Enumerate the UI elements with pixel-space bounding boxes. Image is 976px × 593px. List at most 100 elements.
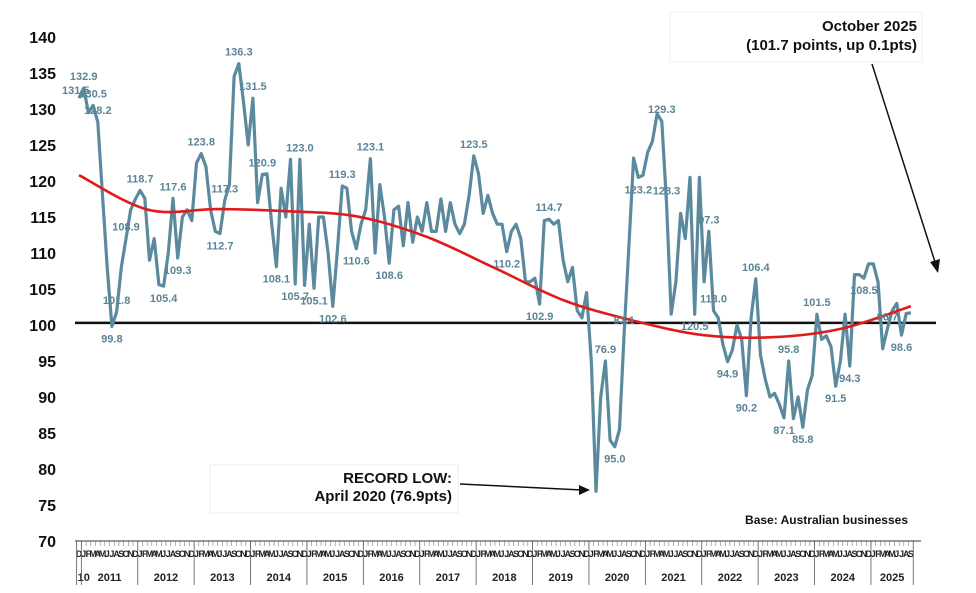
x-month-label: J [217, 549, 222, 559]
data-label: 120.9 [249, 158, 277, 170]
x-month-label: D [189, 549, 196, 559]
x-month-label: J [617, 549, 622, 559]
x-year-label: 2021 [661, 572, 685, 584]
x-month-label: J [561, 549, 566, 559]
x-month-label: J [279, 549, 284, 559]
x-month-label: M [381, 549, 389, 559]
x-month-label: O [686, 549, 693, 559]
x-month-label: M [89, 549, 97, 559]
x-month-label: S [400, 549, 406, 559]
data-label: 87.1 [773, 425, 794, 437]
x-month-label: J [307, 549, 312, 559]
record-low-line2: April 2020 (76.9pts) [314, 488, 452, 505]
x-month-label: J [105, 549, 110, 559]
x-month-label: F [875, 549, 881, 559]
x-month-label: A [790, 549, 797, 559]
data-label: 123.1 [357, 142, 385, 154]
latest-arrowhead [930, 259, 940, 273]
x-month-label: J [730, 549, 735, 559]
x-month-label: J [899, 549, 904, 559]
x-month-label: A [659, 549, 666, 559]
data-label: 106.4 [742, 262, 770, 274]
x-month-label: F [368, 549, 374, 559]
x-month-label: F [311, 549, 317, 559]
data-label: 90.2 [736, 403, 757, 415]
data-label: 120.5 [681, 321, 709, 333]
x-month-label: M [888, 549, 896, 559]
x-month-label: A [377, 549, 384, 559]
data-label: 108.9 [112, 222, 140, 234]
y-tick-label: 115 [30, 210, 56, 227]
x-month-label: M [823, 549, 831, 559]
x-month-label: M [710, 549, 718, 559]
x-month-label: A [734, 549, 741, 559]
x-month-label: J [786, 549, 791, 559]
x-month-label: J [391, 549, 396, 559]
x-month-label: M [550, 549, 558, 559]
x-month-label: A [884, 549, 891, 559]
y-tick-label: 100 [29, 318, 56, 335]
x-month-label: S [682, 549, 688, 559]
y-tick-label: 135 [29, 66, 56, 83]
x-month-label: D [696, 549, 703, 559]
x-month-label: M [202, 549, 210, 559]
x-month-label: M [437, 549, 445, 559]
x-month-label: J [109, 549, 114, 559]
data-label: 117.6 [160, 181, 187, 193]
data-label: 101.8 [103, 295, 131, 307]
x-month-label: A [395, 549, 402, 559]
data-labels: 131.5 132.9 130.5 128.2 99.8 101.8 108.9 118.7 1… [62, 0, 929, 466]
x-month-label: F [255, 549, 261, 559]
data-label: 118.7 [127, 173, 154, 185]
series-line-trend [78, 174, 912, 340]
x-month-label: N [409, 549, 416, 559]
data-label: 98.6 [891, 342, 912, 354]
x-month-label: O [799, 549, 806, 559]
x-year-label: 2024 [831, 572, 856, 584]
data-label: 83.1 [613, 315, 634, 327]
x-month-label: M [832, 549, 840, 559]
x-month-label: J [138, 549, 143, 559]
x-month-label: F [819, 549, 825, 559]
data-label: 123.8 [187, 137, 215, 149]
x-month-label: D [753, 549, 760, 559]
x-month-label: F [762, 549, 768, 559]
x-month-label: M [155, 549, 163, 559]
x-month-label: A [828, 549, 835, 559]
x-month-label: J [669, 549, 674, 559]
x-month-label: F [142, 549, 148, 559]
x-month-label: F [480, 549, 486, 559]
x-month-label: D [76, 549, 83, 559]
data-label: 95.8 [778, 344, 799, 356]
y-tick-label: 90 [38, 390, 56, 407]
x-year-label: 2012 [154, 572, 178, 584]
x-month-label: M [766, 549, 774, 559]
x-month-label: O [574, 549, 581, 559]
x-month-label: M [776, 549, 784, 559]
x-month-label: J [589, 549, 594, 559]
data-label: 119.3 [329, 169, 356, 181]
data-label: 112.7 [207, 241, 234, 253]
x-month-label: A [903, 549, 910, 559]
x-month-label: A [847, 549, 854, 559]
x-month-label: A [489, 549, 496, 559]
x-month-label: J [194, 549, 199, 559]
x-month-label: D [471, 549, 478, 559]
y-tick-label: 120 [29, 174, 56, 191]
data-label: 128.2 [84, 105, 112, 117]
x-year-label: 2019 [549, 572, 573, 584]
x-month-label: A [226, 549, 233, 559]
x-month-label: J [532, 549, 537, 559]
x-month-label: O [461, 549, 468, 559]
y-tick-label: 110 [30, 246, 56, 263]
x-year-label: 2022 [718, 572, 742, 584]
x-month-label: J [838, 549, 843, 559]
x-month-label: J [420, 549, 425, 559]
y-tick-label: 95 [38, 354, 56, 371]
y-tick-label: 105 [29, 282, 56, 299]
x-month-label: F [706, 549, 712, 559]
x-month-label: A [151, 549, 158, 559]
data-label: 101.7 [902, 0, 930, 3]
x-month-label: S [851, 549, 857, 559]
